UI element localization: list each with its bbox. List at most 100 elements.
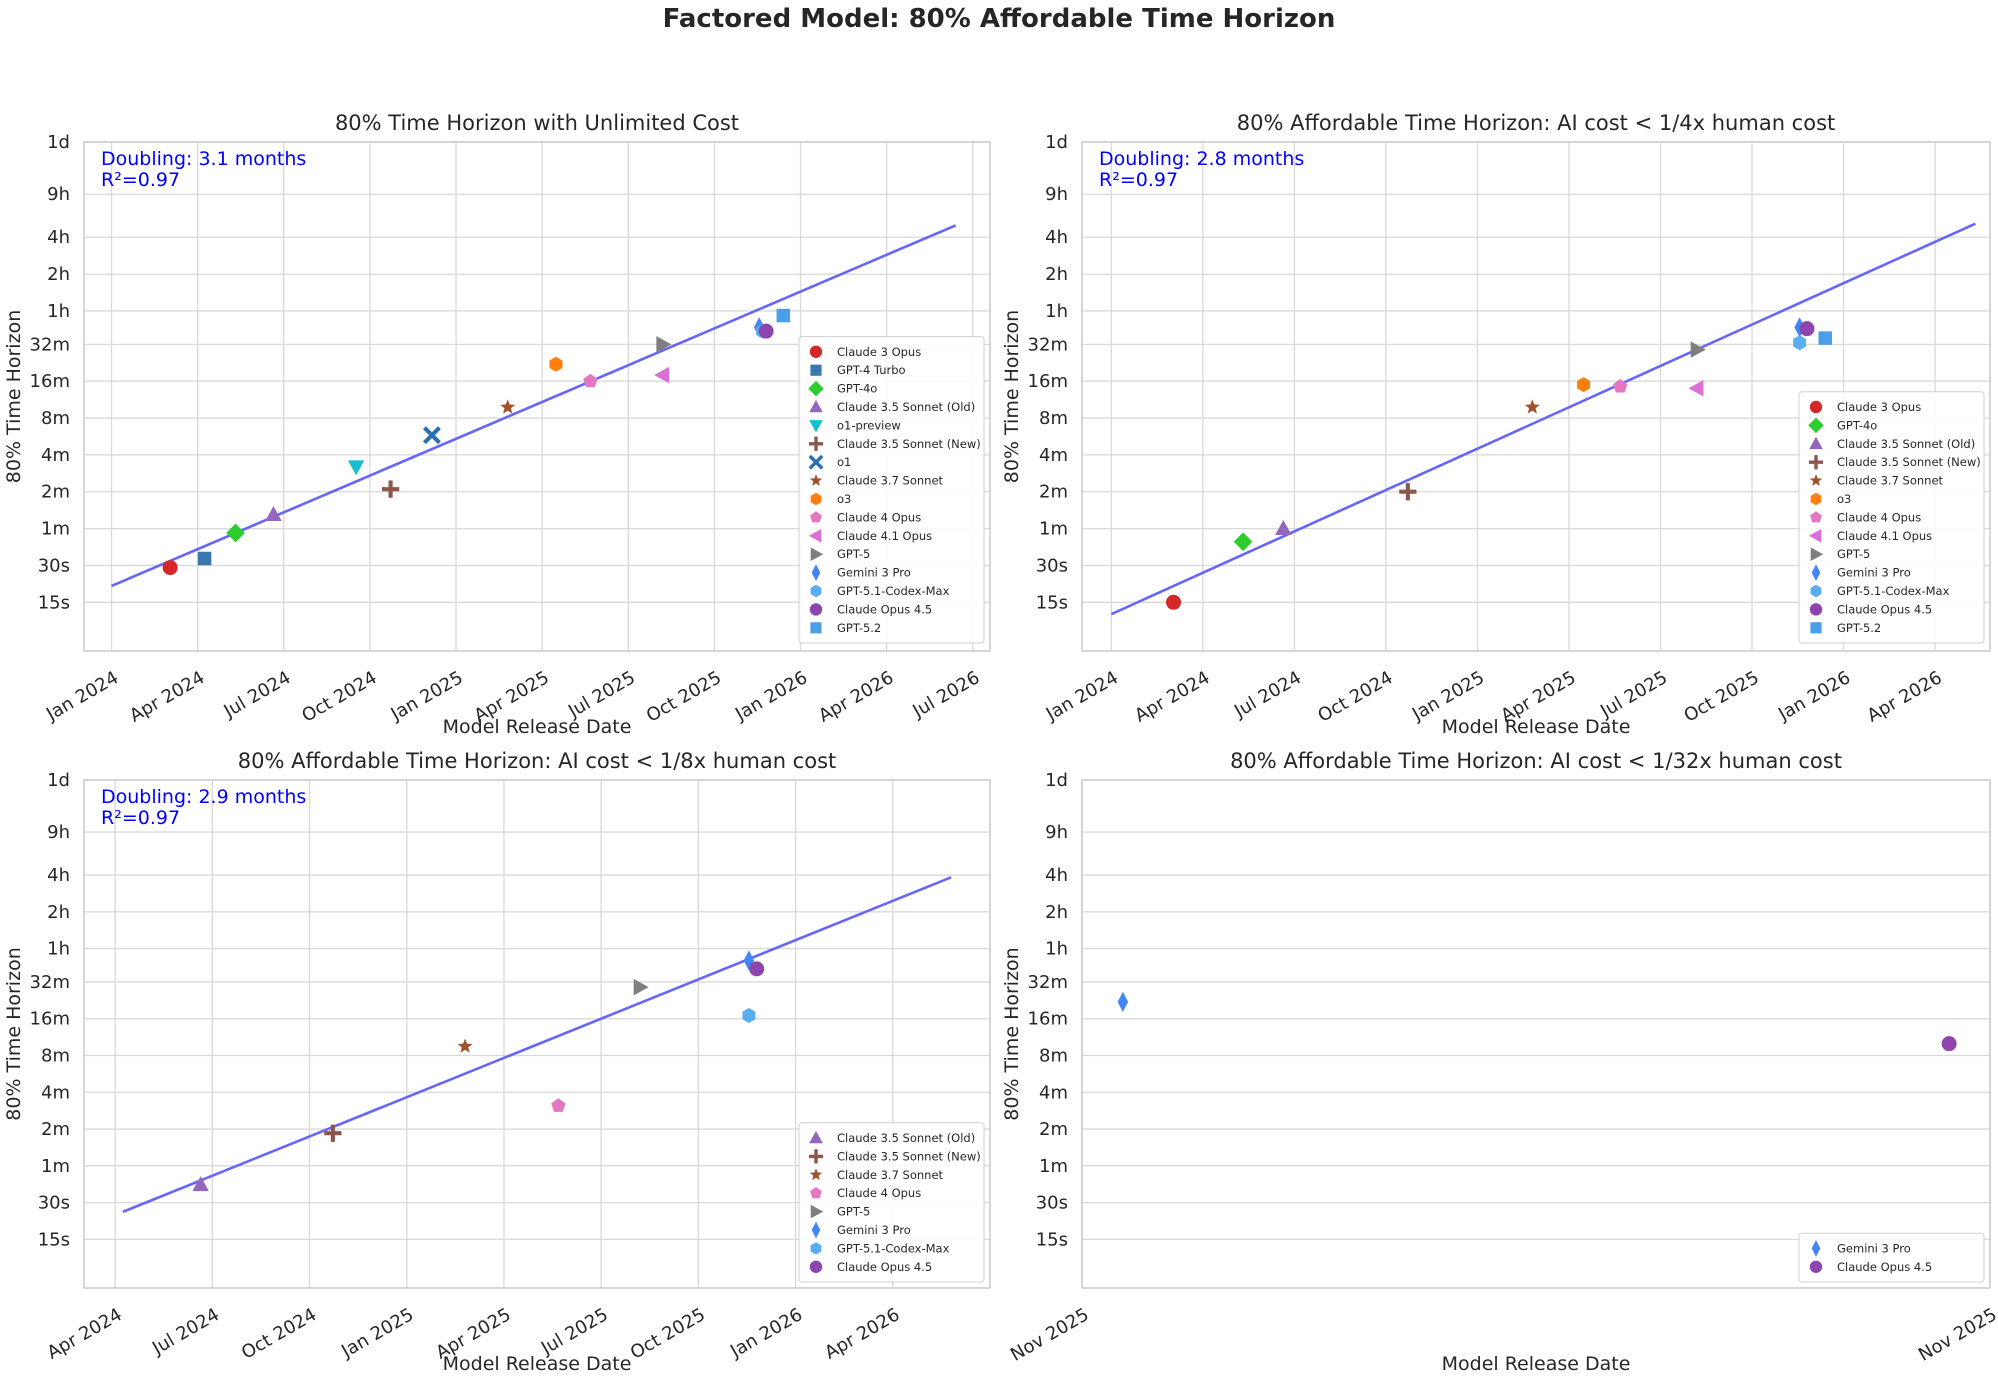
legend-item-claude-4-opus: Claude 4 Opus	[1810, 510, 1921, 524]
legend-item-claude-opus-4-5: Claude Opus 4.5	[1809, 1260, 1932, 1274]
legend-label: GPT-5	[837, 1205, 870, 1219]
legend-item-o3: o3	[810, 492, 851, 506]
trend-line	[111, 224, 957, 588]
point-claude-3-opus	[162, 560, 178, 576]
legend-item-claude-3-5-sonnet-new: Claude 3.5 Sonnet (New)	[1808, 455, 1981, 470]
y-tick-label: 4h	[47, 227, 70, 248]
point-gpt-4-turbo	[197, 551, 212, 566]
point-o1-preview	[347, 460, 365, 476]
x-tick-label: Jul 2025	[537, 1304, 612, 1359]
x-axis-label: Model Release Date	[443, 716, 632, 738]
legend-label: Claude 4 Opus	[837, 510, 921, 524]
legend: Claude 3 Opus GPT-4o Claude 3.5 Sonnet (Ol…	[1798, 391, 1985, 644]
legend-item-gpt-5-2: GPT-5.2	[810, 621, 881, 635]
legend-item-claude-opus-4-5: Claude Opus 4.5	[1809, 602, 1932, 616]
y-tick-label: 32m	[30, 334, 70, 355]
y-tick-label: 16m	[1028, 1009, 1068, 1030]
y-tick-label: 4m	[1039, 445, 1068, 466]
panel-title: 80% Affordable Time Horizon: AI cost < 1…	[1237, 111, 1836, 135]
x-tick-label: Oct 2025	[643, 667, 725, 727]
x-tick-label: Jul 2025	[1596, 667, 1671, 722]
legend-label: o1-preview	[837, 418, 901, 432]
legend-label: Claude 3.7 Sonnet	[1837, 474, 1944, 488]
legend-item-gpt-5: GPT-5	[810, 547, 870, 561]
legend-item-o1: o1	[808, 454, 851, 470]
x-axis-label: Model Release Date	[1442, 716, 1631, 738]
point-claude-3-opus	[1166, 594, 1182, 610]
legend-item-claude-opus-4-5: Claude Opus 4.5	[809, 1260, 932, 1274]
y-tick-label: 32m	[1028, 972, 1068, 993]
x-tick-label: Oct 2025	[1681, 667, 1763, 727]
point-claude-3-5-sonnet-new	[324, 1124, 342, 1142]
legend-label: Claude 3.5 Sonnet (Old)	[837, 400, 975, 414]
legend-label: GPT-5.2	[837, 621, 881, 635]
point-gemini-3-pro	[1117, 991, 1129, 1012]
legend-item-claude-4-opus: Claude 4 Opus	[810, 1186, 921, 1200]
y-axis-label: 80% Time Horizon	[3, 947, 25, 1120]
y-tick-label: 1h	[47, 939, 70, 960]
y-tick-label: 30s	[38, 555, 70, 576]
legend-box	[798, 1122, 985, 1283]
legend-item-claude-3-5-sonnet-new: Claude 3.5 Sonnet (New)	[808, 1149, 981, 1164]
y-tick-label: 2m	[1039, 482, 1068, 503]
y-tick-label: 4m	[41, 1082, 70, 1103]
legend-item-gpt-5: GPT-5	[1810, 547, 1870, 561]
legend-item-claude-4-1-opus: Claude 4.1 Opus	[1808, 529, 1932, 543]
x-tick-label: Jul 2025	[564, 667, 639, 722]
legend-label: Gemini 3 Pro	[837, 566, 911, 580]
legend-label: Claude 3.5 Sonnet (New)	[1837, 455, 1981, 469]
legend-item-claude-3-5-sonnet-old: Claude 3.5 Sonnet (Old)	[809, 399, 975, 414]
x-tick-label: Nov 2025	[1915, 1304, 1998, 1366]
legend-label: Claude 3.5 Sonnet (Old)	[1837, 437, 1975, 451]
x-tick-label: Oct 2024	[238, 1304, 320, 1364]
x-tick-label: Oct 2024	[1314, 667, 1396, 727]
y-tick-label: 4m	[1039, 1082, 1068, 1103]
x-tick-label: Jul 2024	[1230, 667, 1305, 722]
y-tick-label: 9h	[47, 184, 70, 205]
y-tick-label: 15s	[1036, 592, 1068, 613]
legend-item-claude-opus-4-5: Claude Opus 4.5	[809, 602, 932, 616]
y-tick-label: 8m	[1039, 1046, 1068, 1067]
legend-item-claude-3-7-sonnet: Claude 3.7 Sonnet	[809, 1168, 944, 1182]
legend-item-claude-3-opus: Claude 3 Opus	[1809, 400, 1921, 414]
y-tick-label: 1d	[47, 770, 70, 791]
y-tick-label: 1m	[1039, 519, 1068, 540]
x-tick-label: Nov 2025	[1007, 1304, 1093, 1366]
y-tick-label: 8m	[41, 408, 70, 429]
legend-item-gpt-5: GPT-5	[810, 1205, 870, 1219]
y-axis-label: 80% Time Horizon	[1001, 947, 1023, 1120]
point-gpt-5-1-codex-max	[742, 1008, 756, 1024]
y-tick-label: 2m	[1039, 1119, 1068, 1140]
legend-label: Gemini 3 Pro	[1837, 566, 1911, 580]
point-o3	[549, 356, 563, 372]
point-claude-4-opus	[551, 1098, 566, 1112]
legend-label: GPT-5	[1837, 547, 1870, 561]
legend-item-gpt-4o: GPT-4o	[808, 380, 877, 397]
chart-panel-4: 15s 30s 1m 2m 4m 8m 16m 32m 1h 2h 4h 9h 1d Nov 2025 No…	[1001, 749, 1998, 1375]
legend-item-claude-4-opus: Claude 4 Opus	[810, 510, 921, 524]
x-tick-label: Oct 2024	[298, 667, 380, 727]
legend-label: GPT-4 Turbo	[837, 363, 906, 377]
y-tick-label: 8m	[41, 1046, 70, 1067]
legend-label: Gemini 3 Pro	[837, 1223, 911, 1237]
legend-label: o3	[1837, 492, 1851, 506]
x-tick-label: Apr 2026	[1864, 667, 1946, 727]
point-claude-3-7-sonnet	[457, 1038, 473, 1053]
y-tick-label: 32m	[30, 972, 70, 993]
doubling-annotation: Doubling: 3.1 months	[101, 148, 306, 170]
figure-title: Factored Model: 80% Affordable Time Hori…	[662, 4, 1336, 34]
legend-label: GPT-5.1-Codex-Max	[1837, 584, 1950, 598]
legend-label: GPT-4o	[1837, 418, 1877, 432]
legend-label: Claude 3.7 Sonnet	[837, 474, 944, 488]
legend-label: GPT-5.1-Codex-Max	[837, 1241, 950, 1255]
legend-item-claude-3-5-sonnet-old: Claude 3.5 Sonnet (Old)	[1809, 436, 1975, 451]
panel-title: 80% Time Horizon with Unlimited Cost	[335, 111, 739, 135]
legend-label: Claude Opus 4.5	[837, 602, 932, 616]
point-gpt-5	[633, 978, 649, 996]
legend-item-gemini-3-pro: Gemini 3 Pro	[1811, 564, 1911, 581]
x-tick-label: Jan 2026	[726, 1304, 806, 1362]
y-tick-label: 2h	[1045, 264, 1068, 285]
r-squared-annotation: R²=0.97	[101, 169, 180, 191]
